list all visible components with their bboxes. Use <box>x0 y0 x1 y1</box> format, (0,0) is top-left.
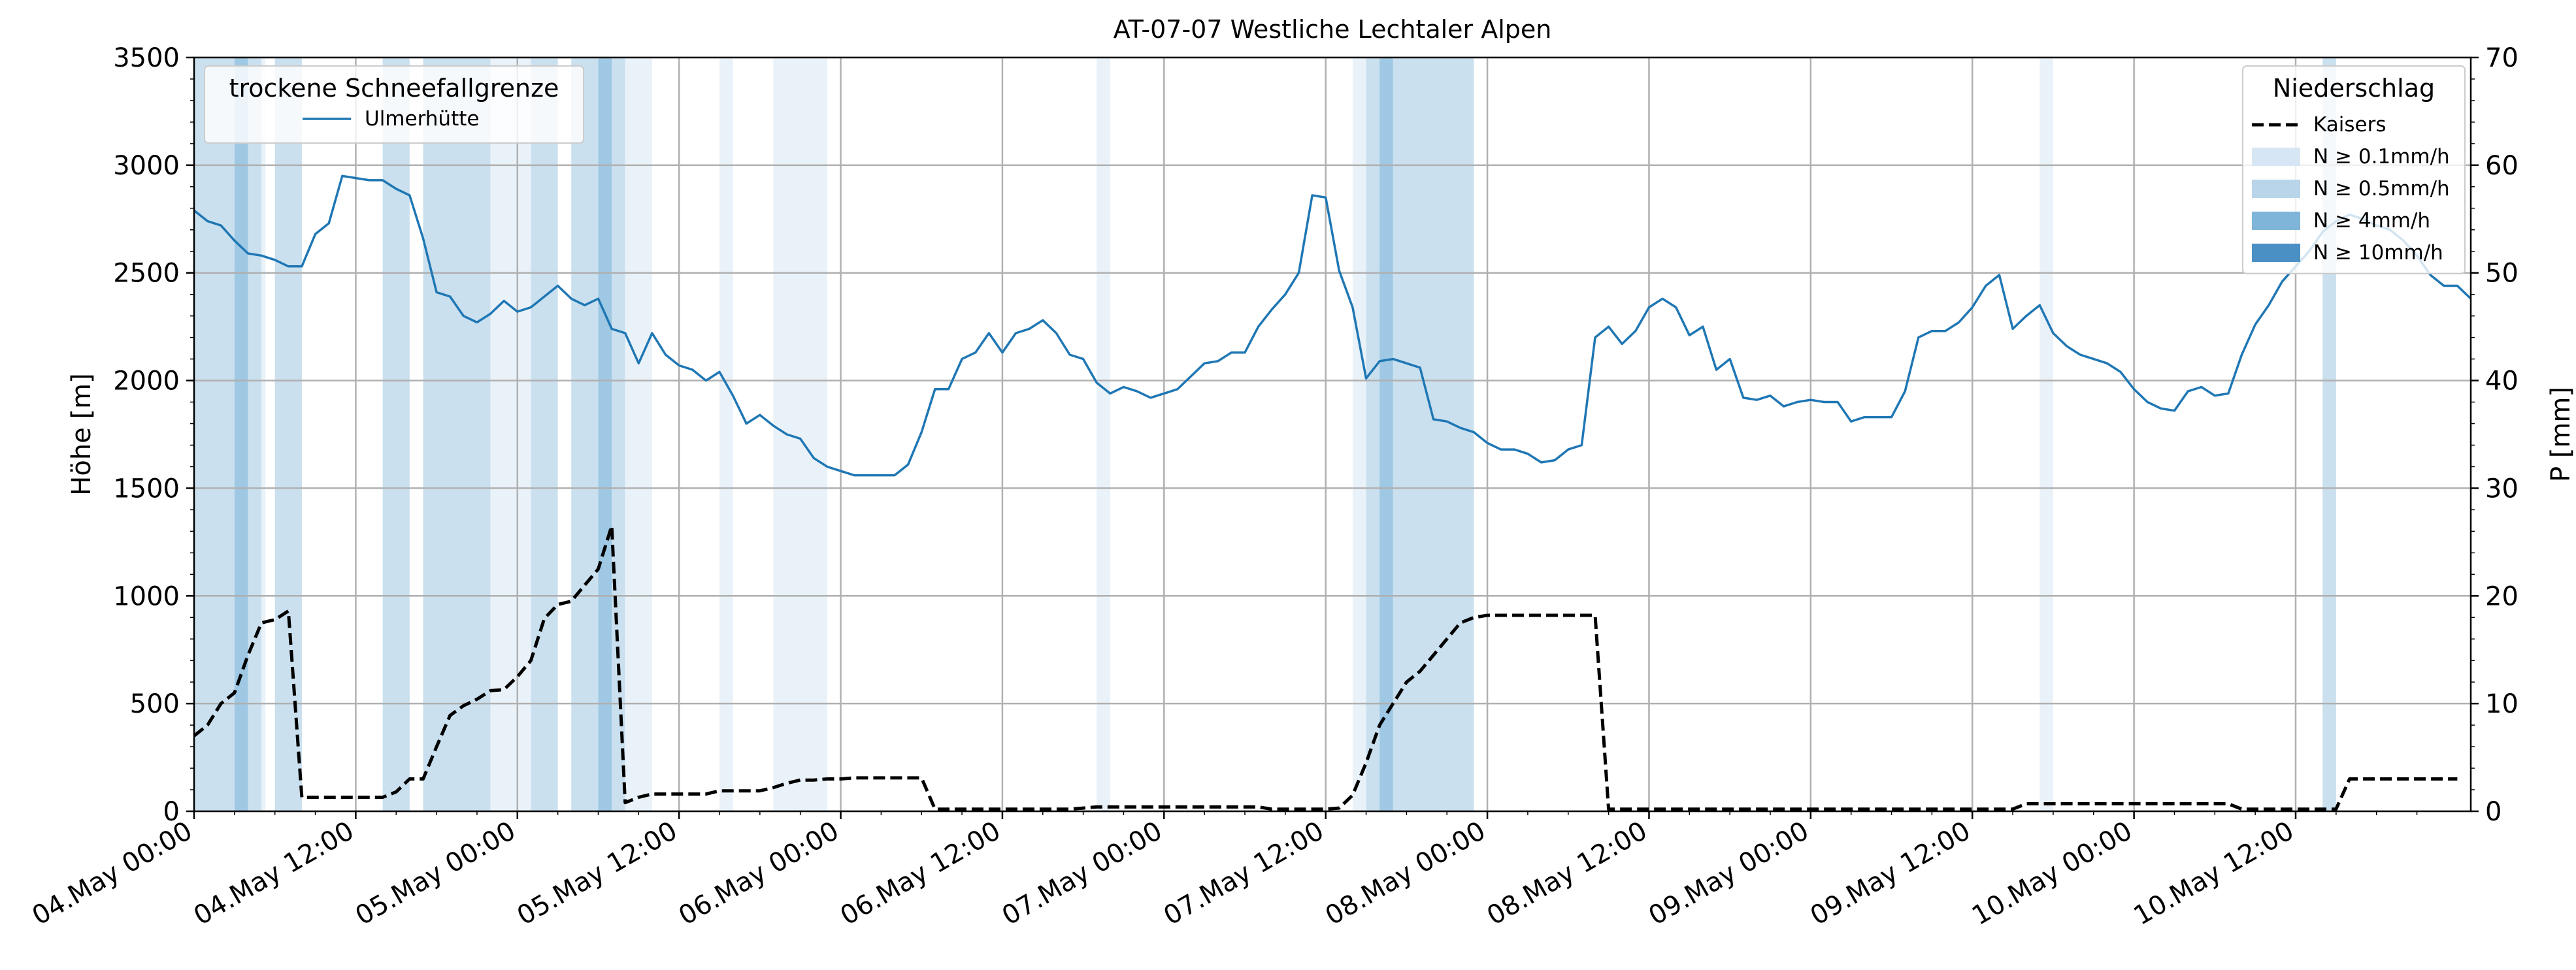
y-tick-label-right: 10 <box>2485 689 2518 719</box>
y-tick-label-left: 3000 <box>113 151 180 181</box>
y-tick-label-right: 60 <box>2485 151 2518 181</box>
legend-right-swatch <box>2252 244 2300 262</box>
y-tick-label-right: 0 <box>2485 797 2502 827</box>
y-axis-label-right: P [mm] <box>2546 387 2576 482</box>
precip-band <box>1097 57 1110 811</box>
legend-right-label: N ≥ 0.1mm/h <box>2313 145 2450 169</box>
precip-band <box>1352 57 1366 811</box>
precip-band <box>248 57 262 811</box>
precip-band <box>2039 57 2053 811</box>
legend-left-title: trockene Schneefallgrenze <box>229 74 559 103</box>
legend-right-label: N ≥ 4mm/h <box>2313 209 2430 233</box>
legend-right-label: N ≥ 0.5mm/h <box>2313 177 2450 201</box>
series-line-ulmerh-tte <box>193 174 2472 477</box>
y-tick-label-left: 1500 <box>113 474 180 504</box>
precip-band <box>423 57 491 811</box>
precip-band <box>382 57 410 811</box>
precip-band <box>490 57 504 811</box>
series-layer <box>193 174 2472 811</box>
y-tick-label-left: 500 <box>130 689 180 719</box>
precip-band <box>1393 57 1474 811</box>
precip-band <box>261 57 266 811</box>
y-tick-label-left: 2500 <box>113 259 180 289</box>
y-tick-label-right: 40 <box>2485 366 2518 396</box>
precip-band <box>625 57 652 811</box>
precip-band <box>719 57 733 811</box>
precip-band <box>274 57 302 811</box>
y-tick-label-left: 3500 <box>113 43 180 73</box>
plot-frame <box>193 56 2472 813</box>
legend-right-swatch <box>2252 212 2300 230</box>
legend-right-label: N ≥ 10mm/h <box>2313 241 2443 265</box>
precip-band <box>234 57 248 811</box>
precip-band <box>571 57 599 811</box>
legend-right-title: Niederschlag <box>2273 74 2435 103</box>
precip-band <box>194 57 235 811</box>
y-tick-label-right: 30 <box>2485 474 2518 504</box>
series-line-kaisers <box>193 524 2458 811</box>
precip-band <box>612 57 625 811</box>
y-axis-label-left: Höhe [m] <box>67 373 97 495</box>
precip-band <box>1366 57 1380 811</box>
legend-right-swatch <box>2252 180 2300 198</box>
legend-left: trockene Schneefallgrenze Ulmerhütte <box>204 65 584 144</box>
y-tick-label-left: 2000 <box>113 366 180 396</box>
chart-title: AT-07-07 Westliche Lechtaler Alpen <box>1114 15 1552 44</box>
precip-bands <box>194 57 2336 811</box>
y-tick-label-left: 1000 <box>113 581 180 611</box>
precip-band <box>1379 57 1393 811</box>
y-tick-label-left: 0 <box>163 797 180 827</box>
precip-band <box>773 57 827 811</box>
y-tick-label-right: 20 <box>2485 581 2518 611</box>
y-tick-label-right: 70 <box>2485 43 2518 73</box>
legend-left-label: Ulmerhütte <box>365 107 479 131</box>
y-tick-label-right: 50 <box>2485 259 2518 289</box>
legend-right: Niederschlag Kaisers N ≥ 0.1mm/h N ≥ 0.5mm/… <box>2242 65 2466 274</box>
precip-band <box>531 57 558 811</box>
legend-right-label: Kaisers <box>2313 113 2386 137</box>
legend-right-swatch <box>2252 148 2300 166</box>
legend-left-box <box>204 65 584 144</box>
precip-band <box>598 57 612 811</box>
